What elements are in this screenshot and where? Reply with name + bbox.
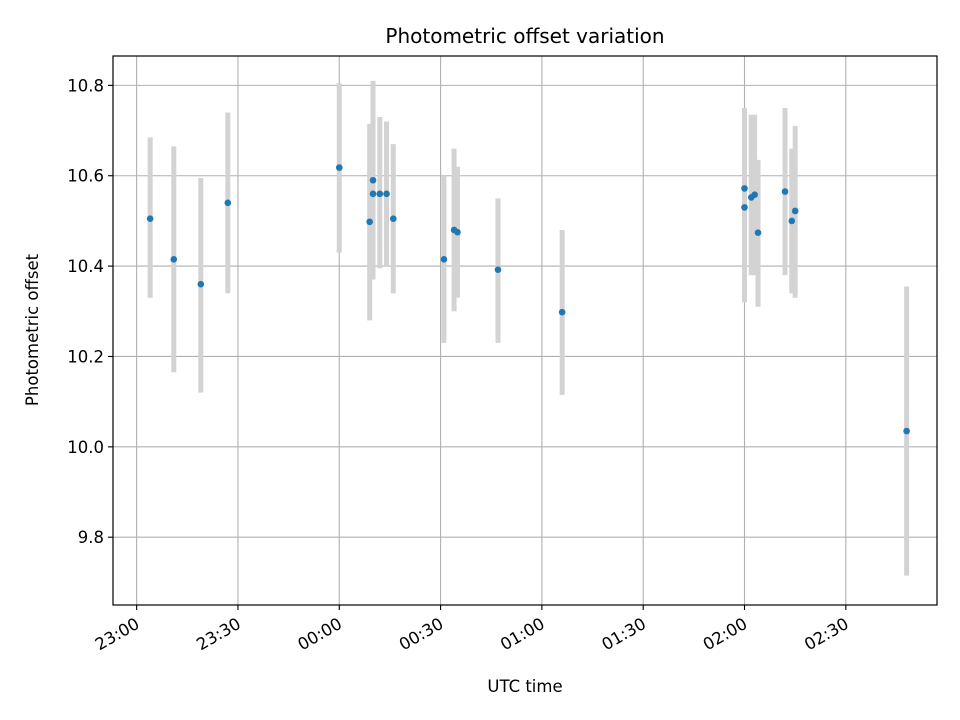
data-point — [335, 164, 343, 171]
data-point — [366, 218, 373, 226]
y-axis-label: Photometric offset — [23, 253, 42, 406]
data-point — [454, 228, 461, 236]
y-tick-label: 9.8 — [78, 528, 104, 547]
plot-frame — [112, 55, 938, 606]
data-point — [741, 185, 748, 192]
y-tick-label: 10.4 — [67, 257, 104, 276]
data-point — [494, 266, 502, 274]
y-tick-label: 10.8 — [67, 76, 104, 95]
data-point — [376, 190, 384, 198]
data-points — [146, 164, 910, 435]
data-point — [146, 215, 154, 222]
y-tick-label: 10.6 — [67, 167, 104, 186]
y-tick-label: 10.2 — [67, 347, 104, 366]
data-point — [788, 217, 796, 225]
chart-title: Photometric offset variation — [385, 24, 664, 48]
data-point — [170, 256, 178, 263]
data-point — [903, 427, 910, 435]
data-point — [781, 188, 789, 195]
data-point — [389, 215, 397, 222]
grid-lines — [113, 56, 937, 605]
y-axis-ticks: 9.8 10.0 10.2 10.4 10.6 10.8 — [67, 76, 113, 547]
data-point — [369, 176, 377, 184]
data-point — [741, 204, 748, 211]
data-point — [558, 308, 566, 316]
data-point — [791, 207, 799, 215]
x-axis-label: UTC time — [487, 677, 562, 696]
data-point — [754, 229, 762, 236]
data-point — [751, 191, 758, 199]
y-tick-label: 10.0 — [67, 438, 104, 457]
data-point — [383, 190, 390, 198]
data-point — [440, 256, 448, 263]
data-point — [224, 199, 232, 207]
data-point — [369, 190, 377, 198]
data-point — [197, 280, 205, 288]
